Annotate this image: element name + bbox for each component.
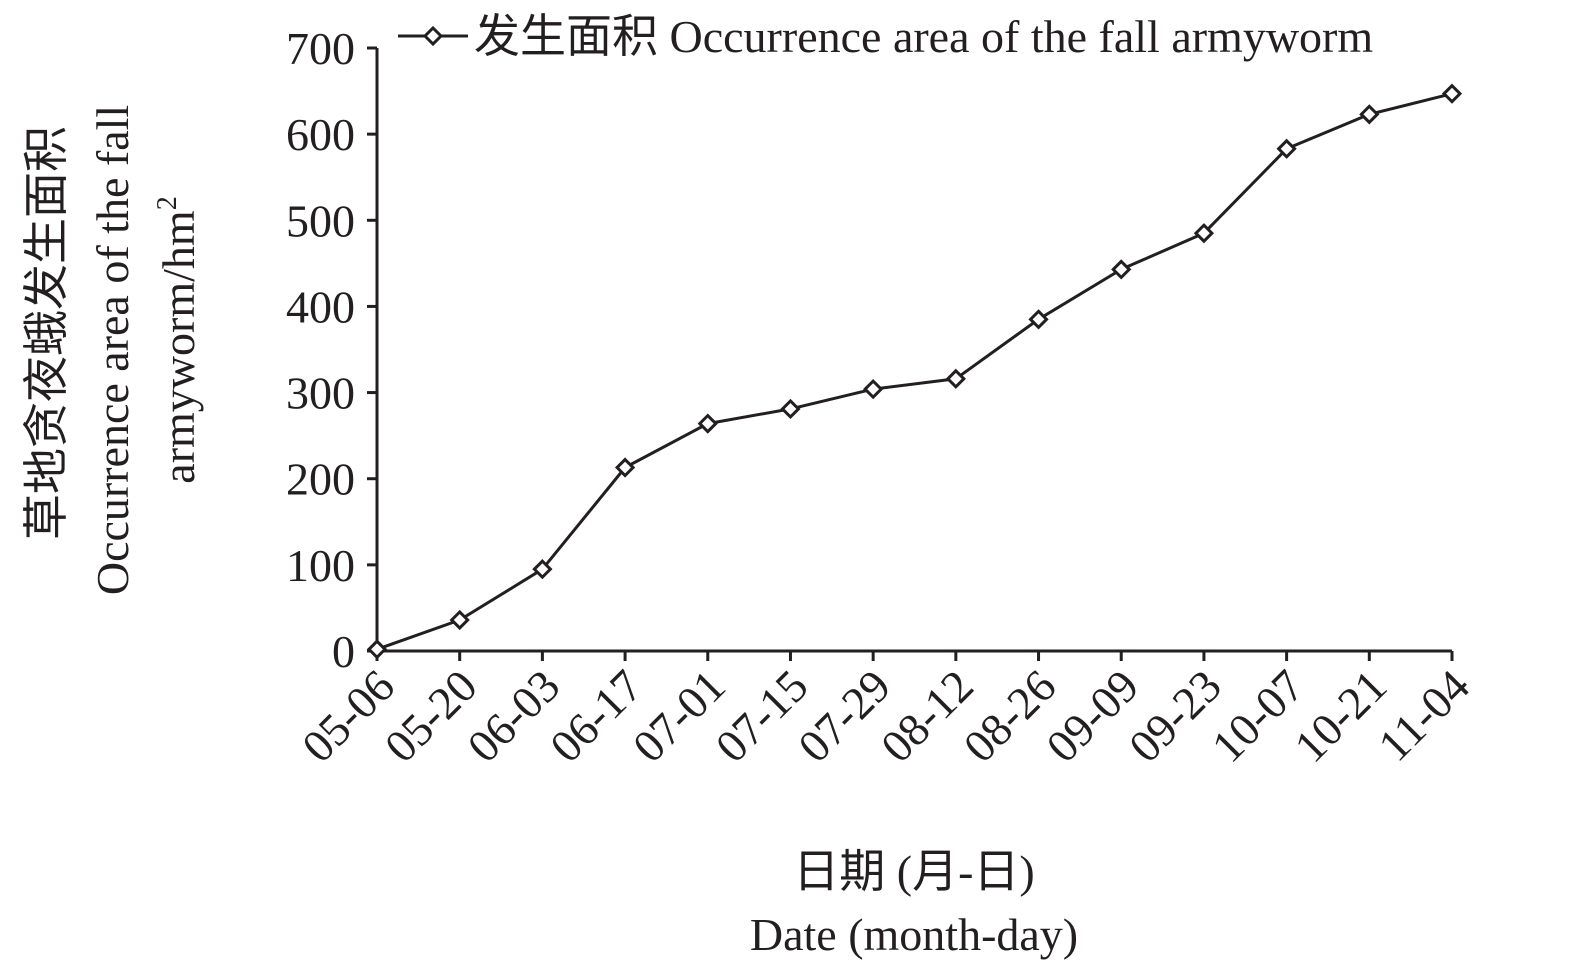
- y-tick-label: 300: [286, 368, 355, 419]
- y-tick-label: 600: [286, 109, 355, 160]
- x-tick-label: 05-20: [375, 660, 487, 772]
- legend-marker-diamond: [422, 25, 444, 47]
- legend: 发生面积 Occurrence area of the fall armywor…: [398, 11, 1373, 62]
- x-axis-title-en: Date (month-day): [750, 909, 1078, 960]
- x-tick-label: 10-07: [1202, 660, 1314, 772]
- axes: [375, 48, 1452, 653]
- data-point-marker: [780, 398, 801, 420]
- series-group: [366, 83, 1463, 660]
- y-axis-title-zh: 草地贪夜蛾发生面积: [21, 126, 72, 540]
- x-tick-label: 11-04: [1368, 660, 1479, 771]
- x-tick-label: 07-29: [788, 660, 900, 772]
- x-tick-label: 07-01: [623, 660, 735, 772]
- data-point-marker: [1111, 259, 1132, 280]
- data-point-marker: [532, 559, 553, 580]
- x-tick-label: 08-12: [871, 660, 983, 772]
- x-tick-label: 06-17: [540, 660, 652, 772]
- data-point-marker: [1028, 309, 1049, 330]
- data-point-marker: [1276, 138, 1297, 159]
- data-point-marker: [449, 609, 470, 631]
- data-point-marker: [366, 639, 388, 660]
- y-tick-label: 200: [286, 454, 355, 505]
- y-tick-label: 700: [286, 23, 355, 74]
- x-tick-label: 09-09: [1036, 660, 1148, 772]
- data-point-marker: [863, 379, 884, 400]
- x-tick-label: 08-26: [954, 660, 1066, 772]
- x-tick-label: 10-21: [1284, 660, 1396, 772]
- data-point-marker: [614, 457, 636, 478]
- y-tick-label: 100: [286, 540, 355, 591]
- data-point-marker: [945, 368, 966, 389]
- series-line: [376, 92, 1453, 651]
- y-axis-title-superscript: 2: [152, 196, 183, 210]
- legend-label: 发生面积 Occurrence area of the fall armywor…: [474, 11, 1373, 62]
- y-axis-title-unit: armyworm/hm: [153, 210, 204, 484]
- y-tick-label: 0: [332, 626, 355, 677]
- data-point-marker: [697, 413, 718, 434]
- y-ticks: 0 100 200 300 400 500 600 700: [286, 23, 377, 677]
- y-tick-label: 400: [286, 281, 355, 332]
- data-point-marker: [1193, 223, 1215, 244]
- x-ticks: 05-0605-2006-0306-1707-0107-1507-2908-12…: [292, 651, 1479, 772]
- x-tick-label: 07-15: [706, 660, 818, 772]
- y-tick-label: 500: [286, 195, 355, 246]
- data-point-marker: [1359, 104, 1380, 125]
- data-point-marker: [1441, 83, 1463, 104]
- y-axis-title-en-line2: armyworm/hm2: [152, 196, 204, 483]
- x-axis-title-zh: 日期 (月-日): [793, 846, 1034, 897]
- y-axis-title-en-line1: Occurrence area of the fall: [87, 105, 138, 595]
- x-tick-label: 09-23: [1119, 660, 1231, 772]
- x-tick-label: 06-03: [458, 660, 570, 772]
